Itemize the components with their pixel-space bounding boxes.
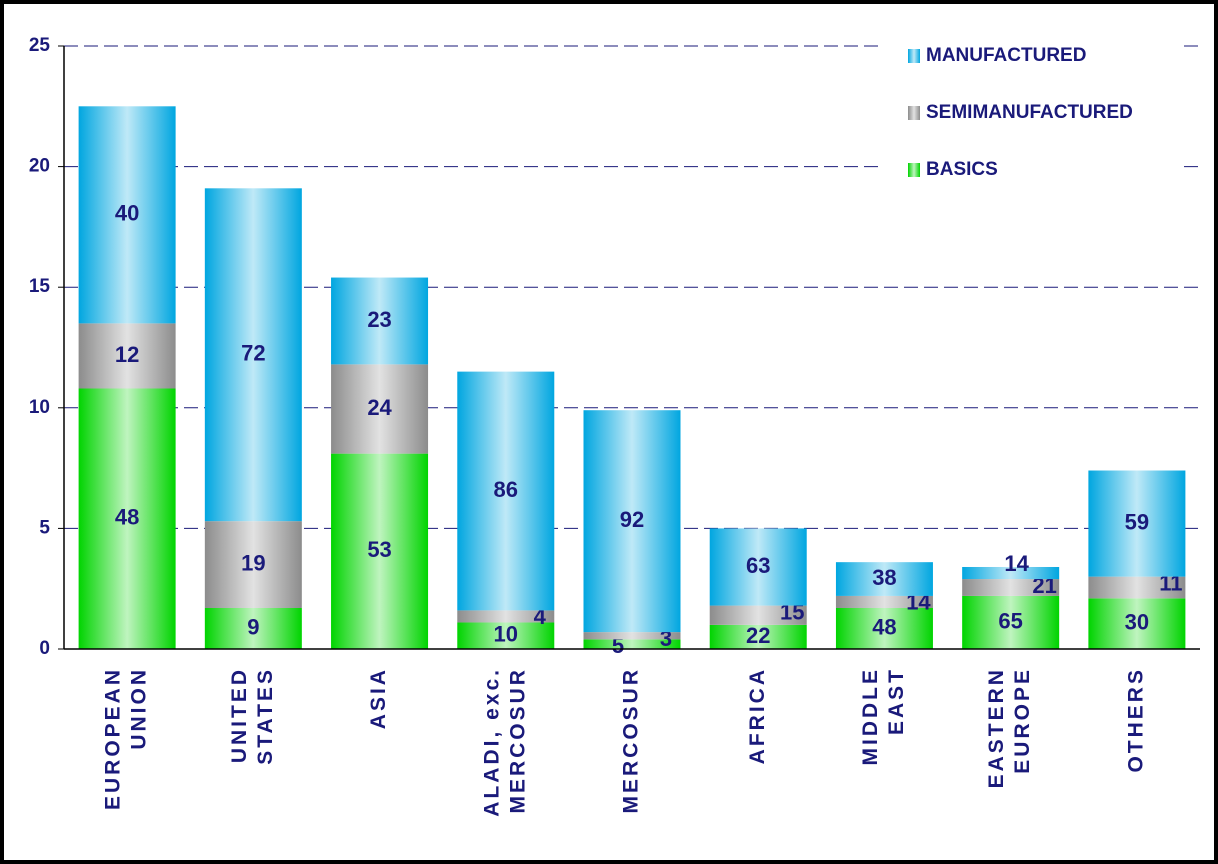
bar-segment <box>78 388 176 649</box>
bar-segment <box>583 632 681 640</box>
data-label: 22 <box>746 623 770 648</box>
bar-segment <box>962 595 1060 649</box>
data-label: 72 <box>241 341 265 366</box>
data-label: 53 <box>367 537 391 562</box>
legend-label: SEMIMANUFACTURED <box>926 102 1133 123</box>
bar-segment <box>1088 598 1186 649</box>
data-label: 38 <box>872 565 896 590</box>
bar-segment <box>1088 470 1186 577</box>
y-tick-label: 25 <box>29 35 51 56</box>
bar-segment <box>709 528 807 606</box>
bar-segment <box>457 371 555 611</box>
legend-swatch <box>908 106 920 120</box>
bar-segment <box>78 106 176 324</box>
data-label: 86 <box>494 477 518 502</box>
data-label: 48 <box>872 614 896 639</box>
x-tick-label: EUROPE <box>1011 667 1034 774</box>
bar-segment <box>204 607 302 649</box>
bar-segment <box>709 624 807 649</box>
y-tick-label: 10 <box>29 397 50 418</box>
bar-segment <box>1088 576 1186 599</box>
x-tick-label: MIDDLE <box>859 667 882 766</box>
bar-segment <box>204 521 302 608</box>
data-label: 92 <box>620 507 644 532</box>
x-tick-label: ASIA <box>367 667 390 729</box>
bar-segment <box>331 453 429 649</box>
y-tick-label: 15 <box>29 276 51 297</box>
data-label: 14 <box>1004 551 1029 576</box>
data-label: 10 <box>494 622 518 647</box>
data-label: 24 <box>367 395 392 420</box>
bar-segment <box>962 579 1060 596</box>
bar-segment <box>583 410 681 633</box>
y-tick-label: 20 <box>29 156 50 177</box>
bar-segment <box>204 188 302 522</box>
data-label: 30 <box>1125 609 1149 634</box>
data-label: 59 <box>1125 509 1149 534</box>
y-tick-label: 0 <box>39 638 50 659</box>
bar-segment <box>331 364 429 454</box>
bar-segment <box>709 605 807 625</box>
bar-segment <box>457 610 555 623</box>
bar-segment <box>962 566 1060 580</box>
bar-segment <box>835 607 933 649</box>
legend-label: MANUFACTURED <box>926 45 1086 66</box>
y-tick-label: 5 <box>39 517 50 538</box>
bar-segment <box>835 562 933 596</box>
x-tick-label: UNION <box>128 667 151 750</box>
bar-segment <box>835 595 933 608</box>
x-tick-label: ALADI, exc. <box>480 667 503 817</box>
data-label: 19 <box>241 550 265 575</box>
data-label: 9 <box>247 614 259 639</box>
bar-segment <box>583 639 681 649</box>
legend-swatch <box>908 49 920 63</box>
x-tick-label: EUROPEAN <box>102 667 125 810</box>
x-tick-label: AFRICA <box>746 667 769 764</box>
x-tick-label: EAST <box>885 667 908 735</box>
bar-segment <box>331 277 429 365</box>
bar-segment <box>78 323 176 389</box>
legend-background <box>880 34 1180 194</box>
data-label: 12 <box>115 342 139 367</box>
x-tick-label: UNITED <box>228 667 251 763</box>
legend-label: BASICS <box>926 159 998 180</box>
data-label: 40 <box>115 201 139 226</box>
x-tick-label: OTHERS <box>1124 667 1147 773</box>
data-label: 11 <box>1159 570 1182 595</box>
data-label: 4 <box>534 604 547 629</box>
legend-swatch <box>908 163 920 177</box>
bar-segment <box>457 622 555 649</box>
data-label: 48 <box>115 505 139 530</box>
data-label: 23 <box>367 307 391 332</box>
x-tick-label: STATES <box>254 667 277 765</box>
x-tick-label: MERCOSUR <box>620 667 643 814</box>
data-label: 65 <box>998 608 1022 633</box>
x-tick-label: MERCOSUR <box>506 667 529 814</box>
data-label: 63 <box>746 553 770 578</box>
x-tick-label: EASTERN <box>985 667 1008 788</box>
data-label: 3 <box>660 626 672 651</box>
